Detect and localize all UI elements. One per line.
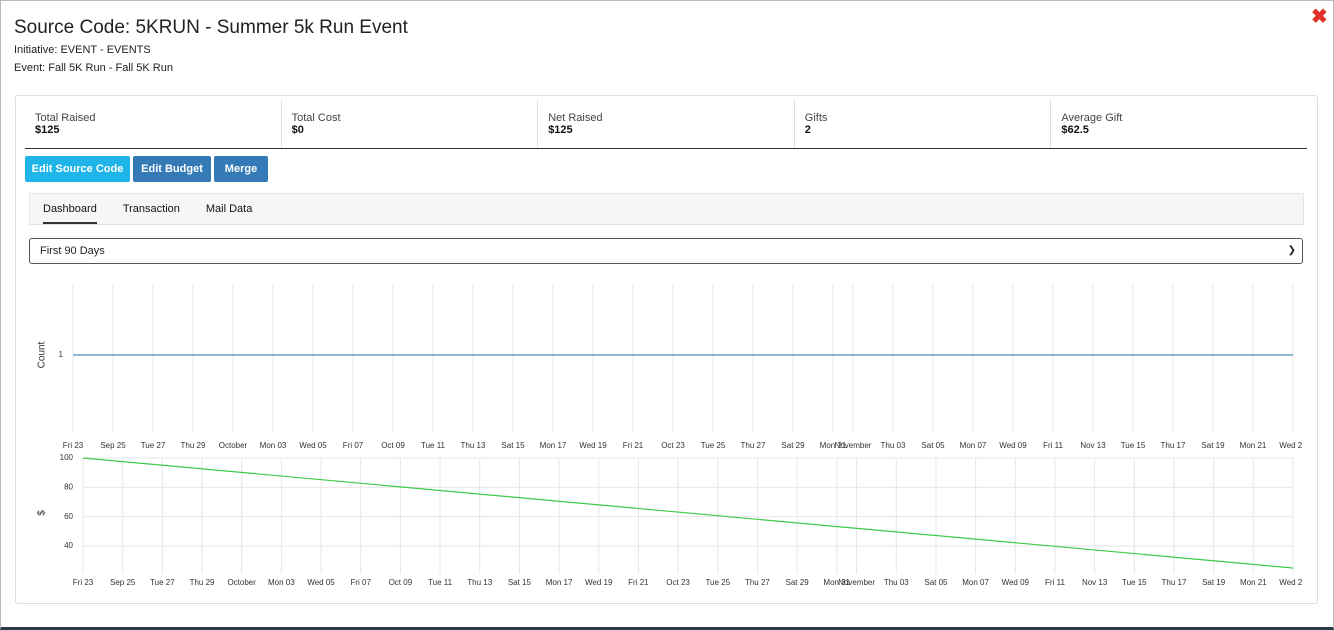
stat: Net Raised $125 bbox=[538, 100, 795, 148]
stat-value: 2 bbox=[804, 124, 811, 136]
stat-label: Total Raised bbox=[35, 112, 96, 124]
stat-label: Gifts bbox=[804, 112, 828, 124]
select-value: First 90 Days bbox=[40, 245, 105, 257]
tab[interactable]: Transaction bbox=[122, 203, 180, 215]
stat-value: $0 bbox=[291, 124, 304, 136]
stat-value: $62.5 bbox=[1061, 124, 1089, 136]
stat: Total Cost $0 bbox=[282, 100, 539, 148]
stat: Average Gift $62.5 bbox=[1051, 100, 1307, 148]
stat-label: Total Cost bbox=[291, 112, 341, 124]
tab[interactable]: Dashboard bbox=[30, 194, 110, 224]
panel bbox=[15, 95, 1318, 604]
period-select[interactable]: First 90 Days ❯ bbox=[29, 238, 1303, 264]
button[interactable]: Edit Budget bbox=[133, 156, 211, 182]
stats-row: Total Raised $125 Total Cost $0 Net Raised $1… bbox=[25, 100, 1307, 149]
tab[interactable]: Mail Data bbox=[205, 203, 253, 215]
button[interactable]: Merge bbox=[214, 156, 268, 182]
stat-value: $125 bbox=[548, 124, 573, 136]
stat-value: $125 bbox=[35, 124, 60, 136]
tab-bar: Dashboard Transaction Mail Data bbox=[29, 193, 1304, 225]
stat-label: Average Gift bbox=[1061, 112, 1123, 124]
event: Event: Fall 5K Run - Fall 5K Run bbox=[14, 62, 173, 74]
button[interactable]: Edit Source Code bbox=[25, 156, 130, 182]
close-button[interactable]: ✖ bbox=[1311, 6, 1328, 28]
initiative: Initiative: EVENT - EVENTS bbox=[14, 44, 151, 56]
modal-title: Source Code: 5KRUN - Summer 5k Run Event bbox=[14, 17, 408, 38]
caret: ❯ bbox=[1287, 245, 1296, 256]
stat: Gifts 2 bbox=[795, 100, 1052, 148]
stat: Total Raised $125 bbox=[25, 100, 282, 148]
stat-label: Net Raised bbox=[548, 112, 603, 124]
